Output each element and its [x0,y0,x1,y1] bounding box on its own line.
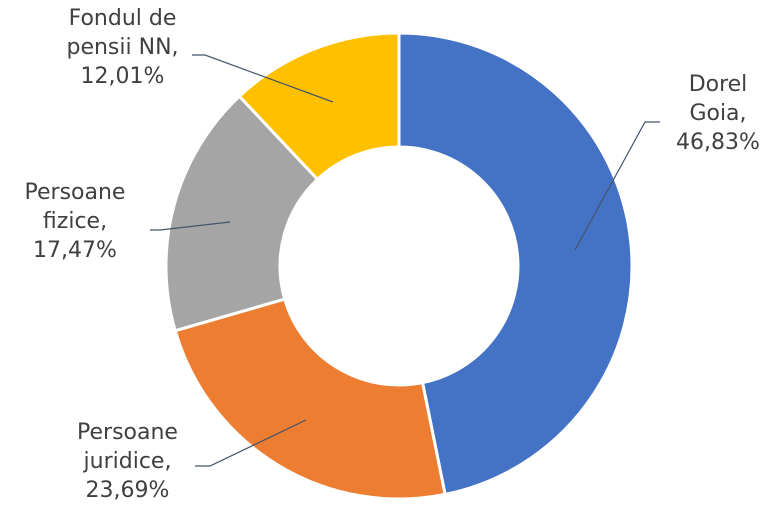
donut-slice [173,297,447,501]
leader-line [195,419,307,467]
leader-line [192,54,334,103]
value-label: 12,01% [80,64,165,89]
category-label: Dorel Goia, [688,72,748,126]
value-label: 17,47% [33,238,117,263]
data-label: Persoane juridice, 23,69% [60,418,195,505]
category-label: Persoane juridice, [77,420,178,474]
value-label: 46,83% [676,130,760,155]
donut-slice [164,94,320,333]
donut-slice [397,31,634,497]
data-label: Fondul de pensii NN, 12,01% [40,4,205,91]
donut-slice [237,31,401,182]
leader-line [150,221,231,231]
data-label: Dorel Goia, 46,83% [663,70,773,157]
category-label: Persoane fizice, [24,180,126,234]
data-label: Persoane fizice, 17,47% [10,178,140,265]
leader-line [574,121,660,251]
category-label: Fondul de pensii NN, [66,6,179,60]
value-label: 23,69% [85,478,170,503]
